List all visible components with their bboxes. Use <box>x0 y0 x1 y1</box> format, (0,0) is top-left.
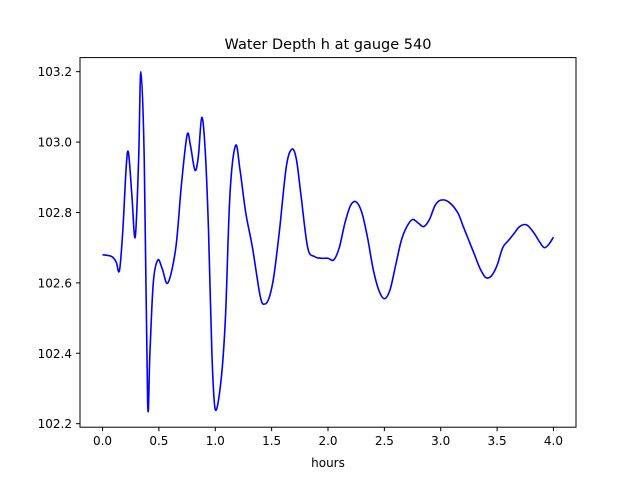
y-axis: 102.2 102.4 102.6 102.8 103.0 103.2 <box>38 65 80 431</box>
x-tick-label: 1.5 <box>262 434 281 448</box>
y-tick-label: 102.8 <box>38 206 72 220</box>
x-tick-label: 1.0 <box>206 434 225 448</box>
x-tick-label: 3.5 <box>488 434 507 448</box>
plot-area <box>102 70 555 413</box>
y-tick-label: 102.6 <box>38 276 72 290</box>
x-tick-label: 3.0 <box>431 434 450 448</box>
y-tick-label: 102.2 <box>38 417 72 431</box>
x-tick-label: 2.5 <box>375 434 394 448</box>
x-axis: 0.0 0.5 1.0 1.5 2.0 2.5 3.0 3.5 4.0 <box>93 427 563 448</box>
x-tick-label: 0.0 <box>93 434 112 448</box>
x-tick-label: 4.0 <box>544 434 563 448</box>
x-axis-label: hours <box>311 456 345 470</box>
series-line-0 <box>102 70 555 413</box>
y-tick-label: 102.4 <box>38 347 72 361</box>
x-tick-label: 2.0 <box>318 434 337 448</box>
chart-title: Water Depth h at gauge 540 <box>225 37 432 53</box>
y-tick-label: 103.0 <box>38 136 72 150</box>
plot-frame <box>79 57 577 428</box>
y-tick-label: 103.2 <box>38 65 72 79</box>
x-tick-label: 0.5 <box>149 434 168 448</box>
